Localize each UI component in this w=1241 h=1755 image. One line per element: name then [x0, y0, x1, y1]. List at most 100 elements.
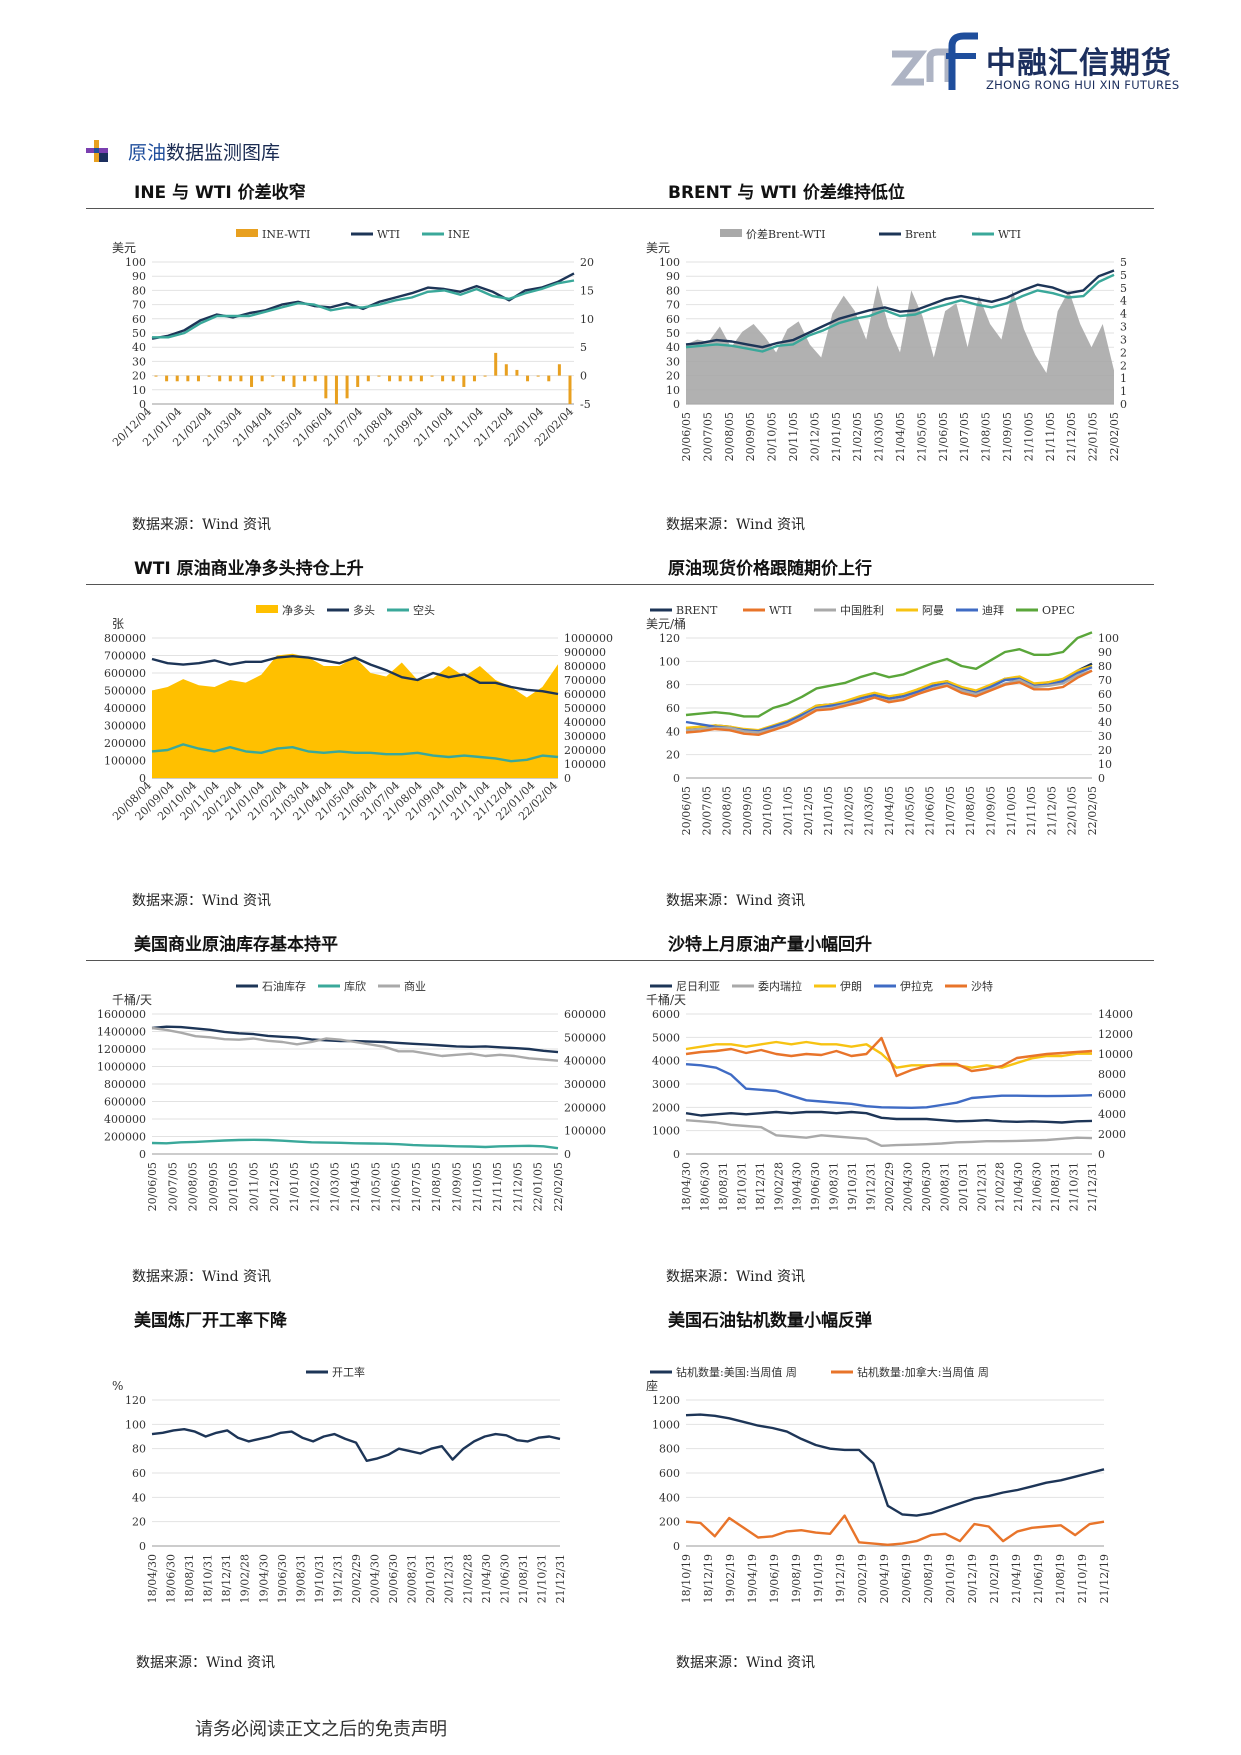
y-right-tick-label: 0	[564, 772, 571, 785]
y-unit-label: 座	[646, 1378, 658, 1393]
x-tick-label: 21/09/05	[1001, 412, 1014, 461]
y-tick-label: 200000	[104, 737, 146, 750]
x-tick-label: 20/04/30	[901, 1162, 914, 1211]
y-tick-label: 100000	[104, 755, 146, 768]
diff-bar	[303, 375, 307, 382]
y-tick-label: 90	[132, 270, 146, 283]
x-tick-label: 20/07/05	[700, 786, 713, 835]
y-right-tick-label: 100	[1098, 632, 1119, 645]
x-tick-label: 18/04/30	[146, 1554, 159, 1603]
y-right-tick-label: 5	[1120, 282, 1127, 295]
y-right-tick-label: 4	[1120, 295, 1127, 308]
legend-swatch	[256, 605, 278, 613]
x-tick-label: 21/12/31	[554, 1554, 567, 1603]
x-tick-label: 20/10/19	[944, 1554, 957, 1603]
x-tick-label: 20/04/30	[369, 1554, 382, 1603]
x-tick-label: 21/09/05	[451, 1162, 464, 1211]
diff-bar	[292, 375, 296, 387]
x-tick-label: 21/04/05	[894, 412, 907, 461]
x-tick-label: 21/11/05	[1044, 412, 1057, 461]
panel-title: 沙特上月原油产量小幅回升	[668, 935, 872, 955]
footer-disclaimer: 请务必阅读正文之后的免责声明	[195, 1719, 447, 1740]
y-tick-label: 20	[132, 370, 146, 383]
legend-label: Brent	[905, 228, 937, 241]
x-tick-label: 19/02/19	[724, 1554, 737, 1603]
series-line	[685, 1040, 1092, 1069]
y-tick-label: 1600000	[97, 1008, 146, 1021]
chart-rig-count: 0 200 400 600 800 1000 1200 座 18/10/19 18/12/19 19…	[620, 1340, 1154, 1656]
y-tick-label: 0	[139, 772, 146, 785]
diff-bar	[430, 375, 434, 377]
panel-source: 数据来源：Wind 资讯	[136, 1655, 276, 1671]
x-tick-label: 21/04/05	[883, 786, 896, 835]
legend-label: 净多头	[282, 603, 315, 617]
diff-bar	[377, 375, 381, 377]
panel-title: 美国商业原油库存基本持平	[134, 935, 338, 955]
x-tick-label: 21/02/19	[988, 1554, 1001, 1603]
x-tick-label: 20/09/05	[744, 412, 757, 461]
x-tick-label: 21/10/31	[535, 1554, 548, 1603]
diff-bar	[250, 375, 254, 387]
y-right-tick-label: 30	[1098, 730, 1112, 743]
panel-divider	[620, 584, 1154, 585]
y-unit-label: 千桶/天	[646, 992, 686, 1007]
y-tick-label: 40	[132, 1491, 146, 1504]
x-tick-label: 20/10/05	[227, 1162, 240, 1211]
legend-label: WTI	[377, 228, 400, 241]
x-tick-label: 20/11/05	[782, 786, 795, 835]
x-tick-label: 21/06/19	[1032, 1554, 1045, 1603]
diff-bar	[356, 375, 360, 387]
y-right-tick-label: 5	[580, 341, 587, 354]
y-unit-label: 美元	[646, 241, 670, 255]
diff-bar	[536, 375, 540, 377]
x-tick-label: 21/03/05	[863, 786, 876, 835]
diff-bar	[271, 375, 275, 377]
y-tick-label: 800000	[104, 632, 146, 645]
y-right-tick-label: 70	[1098, 674, 1112, 687]
x-tick-label: 21/02/28	[461, 1554, 474, 1603]
panel-source: 数据来源：Wind 资讯	[676, 1655, 816, 1671]
y-tick-label: 1200	[652, 1394, 680, 1407]
y-right-tick-label: 20	[1098, 744, 1112, 757]
y-tick-label: 120	[659, 632, 680, 645]
x-tick-label: 18/06/30	[698, 1162, 711, 1211]
chart-svg: 0 1000 2000 3000 4000 5000 6000 0 2000 4000 6000 80…	[646, 979, 1133, 1211]
y-tick-label: 0	[673, 1540, 680, 1553]
x-tick-label: 22/01/05	[1087, 412, 1100, 461]
y-tick-label: 500000	[104, 685, 146, 698]
y-tick-label: 60	[132, 1467, 146, 1480]
section-title-rest: 数据监测图库	[166, 142, 281, 164]
x-tick-label: 21/12/05	[1065, 412, 1078, 461]
y-tick-label: 70	[666, 299, 680, 312]
y-right-tick-label: 60	[1098, 688, 1112, 701]
series-line	[151, 1138, 559, 1150]
panel-divider	[86, 584, 620, 585]
y-tick-label: 10	[132, 384, 146, 397]
x-tick-label: 22/01/05	[532, 1162, 545, 1211]
diff-area	[686, 285, 1114, 404]
x-tick-label: 20/12/05	[268, 1162, 281, 1211]
x-tick-label: 20/12/05	[802, 786, 815, 835]
x-tick-label: 20/08/31	[938, 1162, 951, 1211]
y-unit-label: 美元/桶	[646, 616, 686, 631]
x-tick-label: 19/02/28	[772, 1162, 785, 1211]
x-tick-label: 20/10/05	[761, 786, 774, 835]
series-area	[152, 653, 558, 778]
series-line	[685, 273, 1115, 353]
x-tick-label: 18/10/31	[735, 1162, 748, 1211]
x-tick-label: 21/05/05	[903, 786, 916, 835]
y-tick-label: 4000	[652, 1055, 680, 1068]
x-tick-label: 20/10/31	[957, 1162, 970, 1211]
x-tick-label: 19/12/19	[834, 1554, 847, 1603]
y-tick-label: 0	[139, 1540, 146, 1553]
legend-label: 伊朗	[840, 980, 862, 993]
y-tick-label: 200	[659, 1516, 680, 1529]
x-tick-label: 21/03/05	[873, 412, 886, 461]
y-unit-label: %	[112, 1379, 123, 1393]
y-tick-label: 300000	[104, 720, 146, 733]
y-right-tick-label: 40	[1098, 716, 1112, 729]
series-line	[685, 1110, 1093, 1124]
x-tick-label: 21/02/05	[851, 412, 864, 461]
y-tick-label: 120	[125, 1394, 146, 1407]
x-tick-label: 20/12/31	[975, 1162, 988, 1211]
